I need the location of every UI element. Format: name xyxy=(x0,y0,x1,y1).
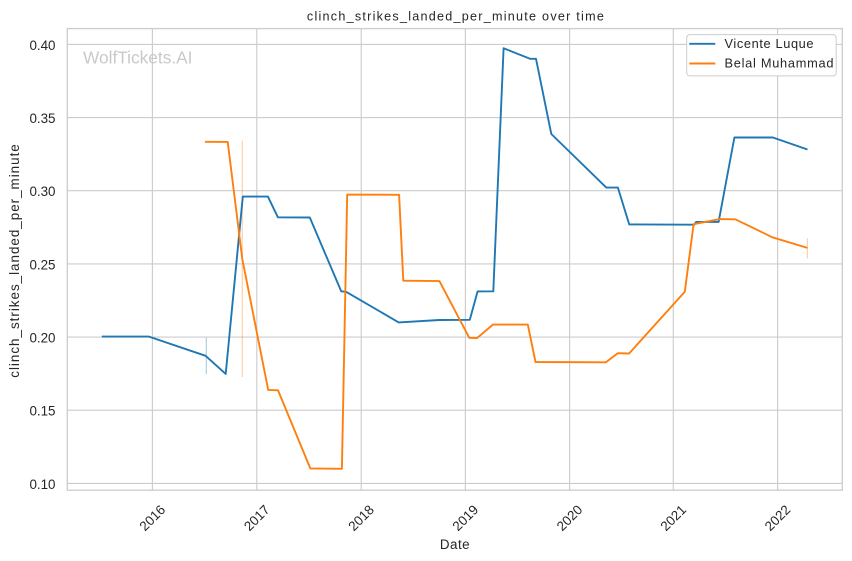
svg-text:0.40: 0.40 xyxy=(29,38,55,53)
svg-text:0.25: 0.25 xyxy=(29,257,55,272)
svg-text:0.15: 0.15 xyxy=(29,404,55,419)
svg-text:0.20: 0.20 xyxy=(29,331,55,346)
svg-text:0.30: 0.30 xyxy=(29,184,55,199)
svg-text:0.35: 0.35 xyxy=(29,111,55,126)
svg-text:0.10: 0.10 xyxy=(29,477,55,492)
svg-text:Vicente Luque: Vicente Luque xyxy=(725,36,815,51)
svg-text:Date: Date xyxy=(440,537,470,552)
svg-text:clinch_strikes_landed_per_minu: clinch_strikes_landed_per_minute xyxy=(7,143,22,377)
svg-text:clinch_strikes_landed_per_minu: clinch_strikes_landed_per_minute over ti… xyxy=(307,9,605,23)
svg-text:WolfTickets.AI: WolfTickets.AI xyxy=(83,48,192,68)
svg-text:Belal Muhammad: Belal Muhammad xyxy=(725,56,835,71)
